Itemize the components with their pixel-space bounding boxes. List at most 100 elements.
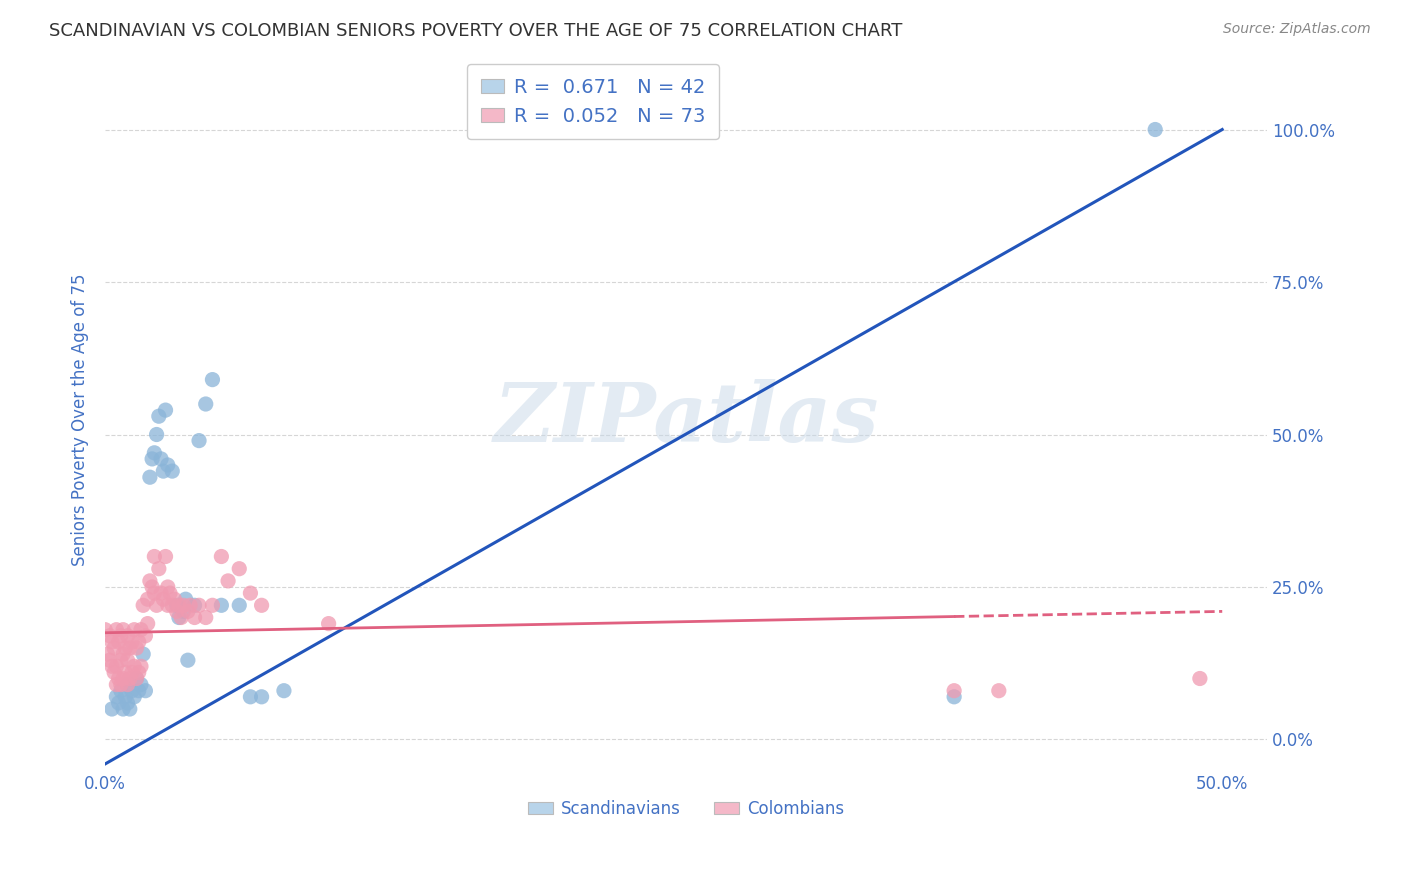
Point (177, 653, 200, 667)
Point (141, 451, 163, 466)
Point (156, 599, 179, 613)
Point (172, 599, 194, 613)
Point (118, 702, 141, 716)
Text: SCANDINAVIAN VS COLOMBIAN SENIORS POVERTY OVER THE AGE OF 75 CORRELATION CHART: SCANDINAVIAN VS COLOMBIAN SENIORS POVERT… (49, 22, 903, 40)
Point (188, 599, 211, 613)
Point (125, 640, 148, 655)
Point (121, 683, 143, 698)
Point (143, 446, 166, 460)
Point (166, 599, 188, 613)
Point (156, 458, 179, 472)
Point (129, 677, 152, 691)
Point (125, 672, 148, 686)
Point (174, 592, 197, 607)
Point (110, 629, 132, 643)
Point (194, 610, 217, 624)
Point (273, 683, 295, 698)
Point (170, 610, 193, 624)
Point (201, 599, 224, 613)
Point (117, 653, 139, 667)
Point (943, 690, 966, 704)
Point (114, 690, 136, 704)
Point (172, 604, 194, 618)
Point (201, 373, 224, 387)
Point (122, 659, 145, 673)
Text: Source: ZipAtlas.com: Source: ZipAtlas.com (1223, 22, 1371, 37)
Text: ZIPatlas: ZIPatlas (494, 379, 879, 459)
Point (1144, 122, 1167, 136)
Point (128, 665, 150, 680)
Point (148, 409, 170, 424)
Point (117, 677, 139, 691)
Point (159, 586, 181, 600)
Point (156, 580, 179, 594)
Point (112, 647, 135, 661)
Point (107, 696, 129, 710)
Point (103, 640, 125, 655)
Point (183, 610, 205, 624)
Point (250, 599, 273, 613)
Point (1188, 672, 1211, 686)
Point (209, 599, 232, 613)
Point (148, 562, 170, 576)
Point (101, 702, 124, 716)
Point (107, 672, 129, 686)
Point (105, 690, 128, 704)
Point (145, 427, 167, 442)
Point (117, 629, 139, 643)
Point (114, 665, 136, 680)
Point (139, 470, 162, 484)
Point (105, 677, 128, 691)
Point (136, 616, 159, 631)
Point (143, 549, 166, 564)
Legend: Scandinavians, Colombians: Scandinavians, Colombians (520, 794, 851, 825)
Point (117, 677, 139, 691)
Point (145, 599, 167, 613)
Point (134, 683, 156, 698)
Point (152, 592, 174, 607)
Point (209, 549, 232, 564)
Y-axis label: Seniors Poverty Over the Age of 75: Seniors Poverty Over the Age of 75 (72, 273, 89, 566)
Point (143, 586, 166, 600)
Point (129, 623, 152, 637)
Point (105, 623, 128, 637)
Point (150, 451, 173, 466)
Point (139, 574, 162, 588)
Point (177, 604, 200, 618)
Point (105, 659, 128, 673)
Point (194, 397, 217, 411)
Point (136, 592, 159, 607)
Point (943, 683, 966, 698)
Point (121, 635, 143, 649)
Point (125, 672, 148, 686)
Point (114, 640, 136, 655)
Point (132, 599, 155, 613)
Point (179, 599, 201, 613)
Point (128, 683, 150, 698)
Point (94, 623, 117, 637)
Point (228, 599, 250, 613)
Point (163, 592, 186, 607)
Point (167, 610, 190, 624)
Point (112, 672, 135, 686)
Point (134, 629, 156, 643)
Point (152, 464, 174, 478)
Point (107, 635, 129, 649)
Point (122, 690, 145, 704)
Point (160, 464, 183, 478)
Point (160, 599, 183, 613)
Point (239, 586, 262, 600)
Point (112, 623, 135, 637)
Point (117, 696, 139, 710)
Point (98, 653, 121, 667)
Point (118, 672, 141, 686)
Point (122, 623, 145, 637)
Point (96, 647, 118, 661)
Point (141, 580, 163, 594)
Point (167, 599, 190, 613)
Point (110, 677, 132, 691)
Point (155, 549, 177, 564)
Point (155, 403, 177, 417)
Point (110, 653, 132, 667)
Point (250, 690, 273, 704)
